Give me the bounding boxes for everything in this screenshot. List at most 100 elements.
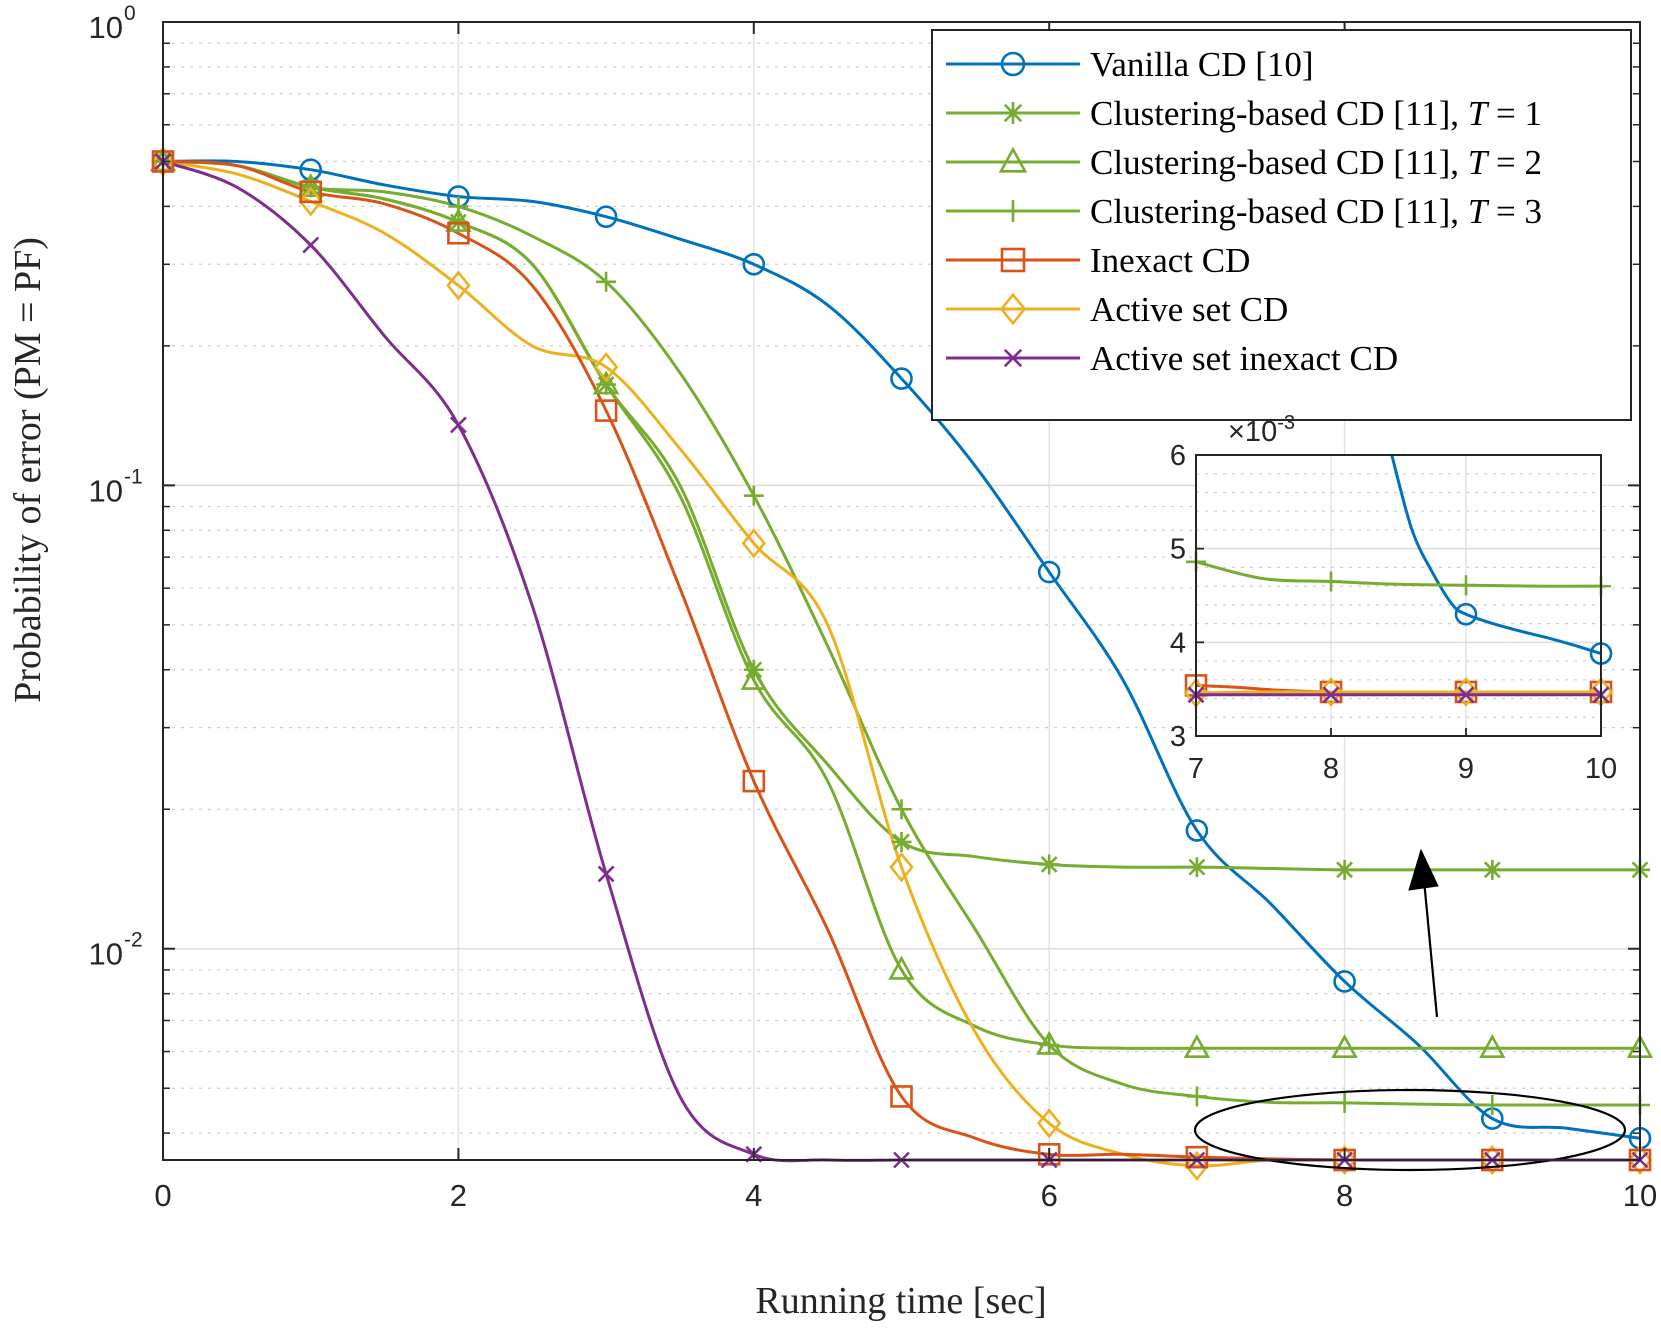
series-line-clustering-based-cd-11-t-2	[162, 159, 1640, 1050]
inset-line-vanilla-cd-10	[1390, 454, 1602, 656]
legend-label: Active set inexact CD	[1090, 339, 1398, 378]
data-point	[594, 399, 618, 422]
data-point	[1322, 686, 1340, 704]
y-tick-exponent: -1	[124, 465, 143, 488]
data-point	[1332, 1144, 1357, 1176]
data-point	[592, 370, 620, 395]
y-tick-exponent: 0	[124, 2, 136, 25]
data-point	[1185, 819, 1209, 842]
inset-y-tick-label: 6	[1170, 440, 1186, 472]
data-point	[1000, 51, 1026, 77]
data-point	[891, 831, 912, 852]
data-point	[1454, 602, 1478, 626]
data-point	[593, 352, 619, 383]
data-point	[1184, 1150, 1210, 1181]
data-point	[1002, 200, 1024, 222]
legend-entry-inexact-cd: Inexact CD	[946, 241, 1250, 280]
series-line-clustering-based-cd-11-t-3	[162, 159, 1640, 1107]
data-point	[890, 367, 913, 390]
inset-x-tick-label: 9	[1458, 753, 1474, 785]
inset-x-tick-label: 7	[1188, 753, 1204, 785]
data-point	[1333, 970, 1356, 993]
legend-label: Inexact CD	[1090, 241, 1250, 280]
data-point	[1002, 102, 1024, 124]
legend-label: Clustering-based CD [11], T = 1	[1090, 94, 1542, 133]
series-line-vanilla-cd-10	[162, 159, 1641, 1140]
inset-line-active-set-cd	[1195, 690, 1601, 695]
y-tick-exponent: -2	[124, 929, 143, 952]
data-point	[1482, 1095, 1503, 1115]
inset-x-tick-label: 10	[1585, 753, 1617, 785]
markers-active-set-cd	[150, 146, 1653, 1181]
legend-entry-active-set-cd: Active set CD	[946, 290, 1288, 329]
data-point	[1185, 1145, 1209, 1169]
data-point	[1479, 1034, 1506, 1059]
data-point	[447, 221, 470, 245]
data-point	[1039, 1034, 1060, 1055]
data-point	[445, 207, 472, 232]
inset-line-clustering-based-cd-11-t-3	[1195, 560, 1602, 588]
inset-y-tick-label: 4	[1170, 627, 1186, 659]
y-axis-label: Probability of error (PM = PF)	[7, 237, 49, 703]
data-point	[1334, 859, 1355, 880]
annotations	[1193, 848, 1627, 1172]
legend-label: Vanilla CD [10]	[1090, 45, 1314, 84]
data-point	[1000, 247, 1026, 273]
data-point	[1039, 854, 1060, 875]
x-tick-label: 2	[450, 1178, 467, 1213]
data-point	[446, 270, 471, 301]
inset-exponent-label: ×10-3	[1228, 412, 1295, 448]
data-point	[1037, 1143, 1061, 1166]
data-point	[1457, 686, 1475, 704]
data-point	[449, 416, 467, 434]
inset-frame	[1195, 454, 1602, 737]
data-point	[299, 180, 323, 204]
data-point	[742, 252, 766, 276]
y-tick-label: 10	[89, 10, 123, 45]
data-point	[889, 852, 914, 883]
legend-entry-vanilla-cd-10: Vanilla CD [10]	[946, 45, 1314, 84]
x-axis-label: Running time [sec]	[755, 1280, 1046, 1322]
x-tick-label: 6	[1041, 1178, 1058, 1213]
data-point	[999, 292, 1027, 326]
plot-frame	[162, 21, 1641, 1161]
zoom-region-ellipse	[1193, 1088, 1627, 1172]
legend-box	[931, 29, 1632, 421]
data-point	[298, 186, 323, 217]
data-point	[742, 769, 766, 793]
x-tick-label: 10	[1623, 1178, 1657, 1213]
legend-label: Active set CD	[1090, 290, 1288, 329]
x-tick-label: 8	[1336, 1178, 1353, 1213]
data-point	[1003, 348, 1023, 368]
data-point	[448, 196, 469, 217]
data-point	[1321, 571, 1341, 592]
x-tick-label: 0	[154, 1178, 171, 1213]
data-point	[596, 271, 617, 292]
data-point	[597, 865, 615, 883]
data-point	[1334, 1092, 1355, 1113]
data-point	[1037, 1108, 1062, 1139]
legend: Vanilla CD [10] Clustering-based CD [11],…	[931, 29, 1632, 421]
x-tick-label: 4	[745, 1178, 762, 1213]
legend-entry-clustering-based-cd-11-t-2: Clustering-based CD [11], T = 2	[946, 143, 1542, 182]
data-point	[302, 236, 320, 254]
data-point	[1037, 560, 1061, 584]
data-point	[1480, 1144, 1505, 1176]
inset-plot: 7 8 9 10 3 4 5 6 ×10-3	[1170, 412, 1617, 785]
data-point	[891, 799, 912, 820]
inset-markers-active-set-inexact-cd	[1187, 686, 1610, 704]
data-point	[741, 528, 766, 559]
inset-x-tick-label: 8	[1323, 753, 1339, 785]
legend-entry-active-set-inexact-cd: Active set inexact CD	[946, 339, 1398, 378]
legend-label: Clustering-based CD [11], T = 3	[1090, 192, 1542, 231]
legend-entry-clustering-based-cd-11-t-3: Clustering-based CD [11], T = 3	[946, 192, 1542, 231]
data-point	[1186, 857, 1207, 878]
data-point	[1331, 1034, 1358, 1059]
data-point	[1186, 1086, 1207, 1107]
data-point	[594, 205, 618, 229]
data-point	[1183, 1034, 1211, 1059]
data-point	[998, 146, 1028, 173]
data-point	[890, 1085, 913, 1108]
